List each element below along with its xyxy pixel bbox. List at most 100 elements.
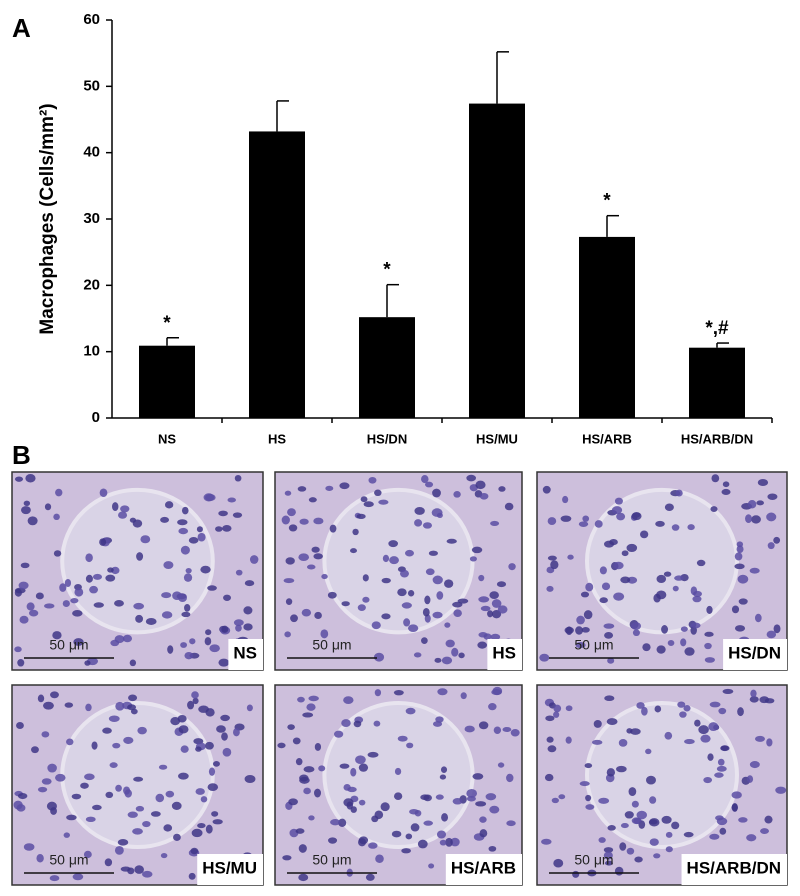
nucleus <box>232 512 243 518</box>
nucleus <box>178 725 189 734</box>
nucleus <box>221 625 229 633</box>
nucleus <box>775 786 787 794</box>
nucleus <box>180 745 189 753</box>
nucleus <box>59 583 67 592</box>
nucleus <box>439 774 447 780</box>
nucleus <box>731 803 738 812</box>
nucleus <box>155 793 165 803</box>
nucleus <box>656 590 667 600</box>
nucleus <box>458 652 465 659</box>
nucleus <box>136 552 144 561</box>
nucleus <box>491 599 502 608</box>
y-tick-label: 0 <box>92 409 100 426</box>
nucleus <box>539 653 550 662</box>
nucleus <box>631 512 642 521</box>
nucleus <box>749 761 760 769</box>
nucleus <box>221 732 228 741</box>
nucleus <box>132 828 143 835</box>
nucleus <box>367 751 379 758</box>
nucleus <box>446 538 457 544</box>
nucleus <box>498 486 506 492</box>
nucleus <box>738 598 748 605</box>
nucleus <box>432 488 441 498</box>
nucleus <box>401 848 411 854</box>
nucleus <box>497 605 508 614</box>
nucleus <box>218 658 230 667</box>
nucleus <box>306 703 316 711</box>
nucleus <box>92 573 103 580</box>
nucleus <box>614 497 623 505</box>
nucleus <box>363 501 374 508</box>
nucleus <box>37 786 48 793</box>
nucleus <box>249 555 259 564</box>
nucleus <box>400 569 409 578</box>
significance-label: * <box>163 313 171 334</box>
nucleus <box>708 722 719 732</box>
nucleus <box>281 515 290 525</box>
y-tick-label: 10 <box>83 343 100 360</box>
nucleus <box>178 772 189 780</box>
nucleus <box>195 788 205 795</box>
nucleus <box>506 773 514 783</box>
nucleus <box>107 567 114 573</box>
nucleus <box>648 819 658 825</box>
nucleus <box>123 786 131 795</box>
nucleus <box>694 719 701 727</box>
nucleus <box>133 602 145 610</box>
nucleus <box>674 575 684 581</box>
nucleus <box>414 519 423 527</box>
nucleus <box>714 772 724 778</box>
nucleus <box>118 511 128 519</box>
bar <box>359 317 415 418</box>
nucleus <box>26 602 35 611</box>
nucleus <box>575 642 586 649</box>
nucleus <box>616 765 627 773</box>
nucleus <box>581 627 590 633</box>
nucleus <box>671 524 680 531</box>
nucleus <box>180 642 188 648</box>
nucleus <box>546 736 554 743</box>
nucleus <box>222 747 232 757</box>
nucleus <box>496 581 507 588</box>
nucleus <box>434 657 442 663</box>
nucleus <box>661 815 672 824</box>
nucleus <box>493 726 502 734</box>
nucleus <box>675 489 683 497</box>
nucleus <box>704 657 715 663</box>
nucleus <box>580 591 590 598</box>
nucleus <box>341 719 351 727</box>
nucleus <box>677 701 686 708</box>
micrograph: 50 μm HS/ARB <box>274 684 523 886</box>
x-tick-label: HS/DN <box>367 431 407 446</box>
image-label: HS/ARB <box>451 858 516 877</box>
nucleus <box>233 619 244 626</box>
nucleus <box>128 694 138 702</box>
nucleus <box>343 798 354 807</box>
nucleus <box>297 696 305 703</box>
nucleus <box>734 552 743 561</box>
nucleus <box>632 629 640 637</box>
nucleus <box>220 714 230 722</box>
nucleus <box>747 500 757 509</box>
nucleus <box>227 497 236 503</box>
nucleus <box>773 624 781 634</box>
nucleus <box>655 520 665 527</box>
nucleus <box>388 540 398 548</box>
nucleus <box>53 513 60 520</box>
glomerulus <box>60 701 215 849</box>
nucleus <box>425 568 435 576</box>
nucleus <box>368 476 377 484</box>
nucleus <box>112 742 121 749</box>
nucleus <box>204 637 212 646</box>
nucleus <box>759 696 770 704</box>
nucleus <box>599 597 608 604</box>
nucleus <box>314 743 322 751</box>
nucleus <box>766 630 777 639</box>
nucleus <box>358 763 369 772</box>
nucleus <box>327 591 337 599</box>
nucleus <box>441 813 449 822</box>
nucleus <box>358 799 366 806</box>
nucleus <box>749 696 759 703</box>
nucleus <box>173 833 181 841</box>
nucleus <box>160 852 168 859</box>
